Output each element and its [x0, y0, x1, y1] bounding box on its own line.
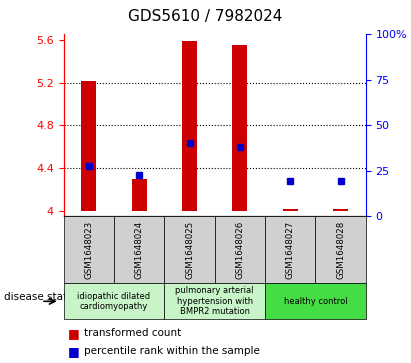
Bar — [283, 208, 298, 211]
Text: ■: ■ — [68, 327, 80, 340]
Bar — [81, 81, 97, 211]
Text: ■: ■ — [68, 345, 80, 358]
Text: idiopathic dilated
cardiomyopathy: idiopathic dilated cardiomyopathy — [78, 291, 150, 311]
Text: healthy control: healthy control — [284, 297, 347, 306]
Text: GSM1648027: GSM1648027 — [286, 220, 295, 279]
Text: GSM1648026: GSM1648026 — [236, 220, 245, 279]
Text: GSM1648023: GSM1648023 — [84, 220, 93, 279]
Bar — [182, 41, 197, 211]
Bar — [132, 179, 147, 211]
Bar — [232, 45, 247, 211]
Text: GDS5610 / 7982024: GDS5610 / 7982024 — [128, 9, 283, 24]
Bar — [333, 208, 348, 211]
Text: GSM1648028: GSM1648028 — [336, 220, 345, 279]
Text: transformed count: transformed count — [84, 328, 182, 338]
Text: pulmonary arterial
hypertension with
BMPR2 mutation: pulmonary arterial hypertension with BMP… — [175, 286, 254, 316]
Text: percentile rank within the sample: percentile rank within the sample — [84, 346, 260, 356]
Text: GSM1648025: GSM1648025 — [185, 220, 194, 279]
Text: GSM1648024: GSM1648024 — [135, 220, 144, 279]
Text: disease state: disease state — [4, 292, 74, 302]
